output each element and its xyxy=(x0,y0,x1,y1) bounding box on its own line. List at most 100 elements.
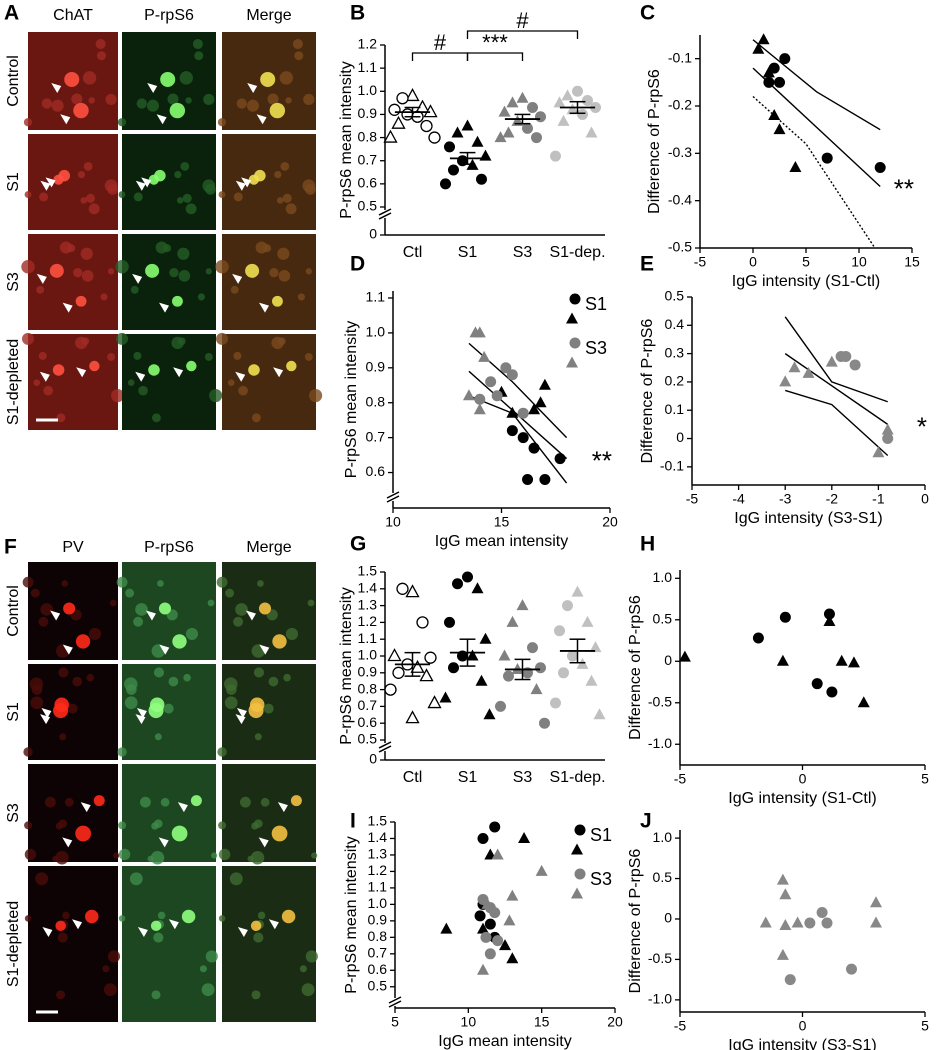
column-label: PV xyxy=(62,539,84,556)
cell xyxy=(216,332,229,345)
x-tick-label: 20 xyxy=(607,1014,623,1030)
arrowhead xyxy=(62,302,73,313)
cell xyxy=(88,203,100,215)
micrograph xyxy=(28,866,118,1022)
arrowhead xyxy=(141,177,152,188)
data-point xyxy=(384,683,397,696)
x-axis-label: IgG mean intensity xyxy=(438,1033,571,1050)
data-point xyxy=(383,129,398,143)
legend-label: S3 xyxy=(590,869,612,889)
data-point xyxy=(847,656,860,668)
y-tick-label: 1.1 xyxy=(366,289,386,305)
data-point xyxy=(503,670,514,682)
cell xyxy=(180,161,190,171)
arrowhead xyxy=(147,82,158,93)
data-point xyxy=(388,103,401,116)
data-point xyxy=(572,85,583,97)
cell xyxy=(85,193,96,203)
cell xyxy=(233,192,243,202)
cell xyxy=(226,684,237,695)
cell xyxy=(205,950,218,963)
x-tick-label: 15 xyxy=(904,254,920,270)
data-point xyxy=(567,650,578,662)
cell xyxy=(179,71,193,85)
x-tick-label: -5 xyxy=(686,491,699,507)
cell xyxy=(285,627,299,641)
data-point xyxy=(535,662,546,674)
arrowhead xyxy=(60,114,71,125)
data-point xyxy=(481,897,494,909)
data-point xyxy=(489,821,501,833)
y-tick-label: 1.0 xyxy=(368,895,388,911)
cell xyxy=(207,599,215,607)
cell xyxy=(82,71,97,85)
cell xyxy=(183,673,191,682)
cell xyxy=(272,634,287,649)
data-point xyxy=(779,611,791,623)
data-point xyxy=(478,350,491,362)
data-point xyxy=(577,108,588,120)
cell xyxy=(194,51,204,61)
data-point xyxy=(582,95,593,107)
fit-line xyxy=(468,395,568,484)
cell xyxy=(56,990,66,1000)
legend-marker xyxy=(566,312,578,324)
y-tick-label: 0.5 xyxy=(358,198,378,214)
cell xyxy=(269,267,279,278)
data-point xyxy=(499,939,511,951)
micrograph xyxy=(28,764,118,862)
data-point xyxy=(528,442,540,454)
data-point xyxy=(821,152,833,164)
data-point xyxy=(477,832,489,844)
cell xyxy=(245,263,260,278)
y-tick-label: -1.0 xyxy=(648,735,672,751)
y-tick-label: -0.5 xyxy=(668,239,692,255)
data-point xyxy=(527,101,538,113)
row-label: S3 xyxy=(5,803,22,823)
cell xyxy=(129,872,143,886)
y-tick-label: 0.9 xyxy=(358,664,378,680)
data-point xyxy=(506,369,518,381)
data-point xyxy=(857,696,870,708)
y-tick-label: -0.1 xyxy=(668,49,692,65)
y-tick-label: 0.6 xyxy=(368,961,388,977)
data-point xyxy=(535,864,548,876)
column-label: P-rpS6 xyxy=(144,7,194,24)
data-point xyxy=(474,393,486,405)
data-point xyxy=(485,376,497,388)
cell xyxy=(205,268,212,275)
cell xyxy=(254,733,262,741)
y-tick-label: 1.0 xyxy=(358,82,378,98)
cell xyxy=(133,616,144,627)
arrowhead xyxy=(256,114,267,125)
cell xyxy=(55,850,69,865)
cell xyxy=(35,872,49,886)
data-point xyxy=(471,135,484,147)
data-point xyxy=(506,406,519,418)
fit-line xyxy=(784,389,889,457)
arrowhead xyxy=(235,180,246,191)
cell xyxy=(178,270,191,282)
micrograph xyxy=(28,334,118,430)
data-point xyxy=(571,585,584,597)
cell xyxy=(118,848,131,861)
x-tick-label: 0 xyxy=(749,254,757,270)
x-axis-label: IgG intensity (S1-Ctl) xyxy=(728,790,876,807)
cell xyxy=(39,192,49,202)
cell xyxy=(282,193,292,203)
data-point xyxy=(811,678,823,690)
arrowhead xyxy=(50,610,61,621)
data-point xyxy=(391,115,406,129)
significance-label: * xyxy=(917,411,927,441)
cell xyxy=(138,385,148,396)
cell xyxy=(217,747,227,757)
y-tick-label: 0.5 xyxy=(653,610,673,626)
y-axis-label: Difference of P-rpS6 xyxy=(627,595,644,740)
cell xyxy=(107,950,121,963)
arrowhead xyxy=(42,927,53,938)
cell xyxy=(154,169,166,182)
legend-marker xyxy=(569,337,581,349)
cell xyxy=(280,161,290,171)
cell xyxy=(272,295,283,307)
